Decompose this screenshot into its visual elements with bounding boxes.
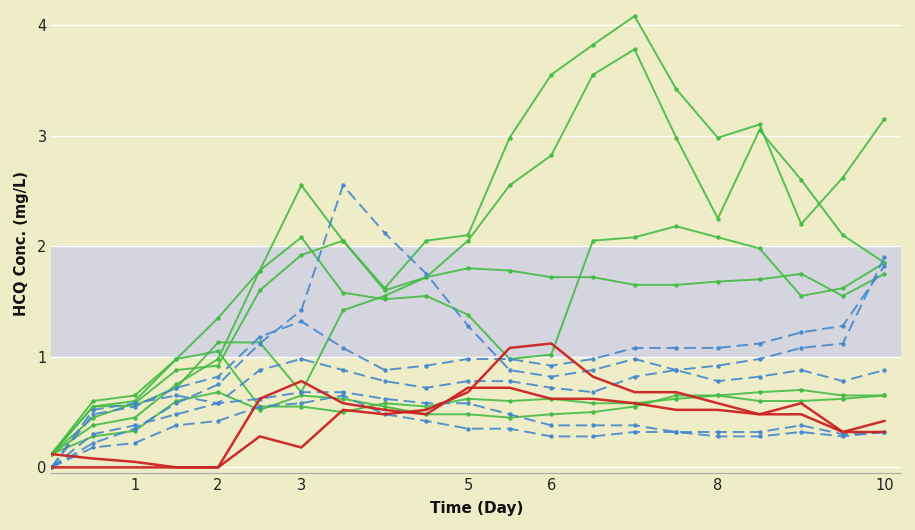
Bar [51, 246, 901, 357]
X-axis label: Time (Day): Time (Day) [430, 501, 523, 516]
Y-axis label: HCQ Conc. (mg/L): HCQ Conc. (mg/L) [14, 171, 29, 316]
